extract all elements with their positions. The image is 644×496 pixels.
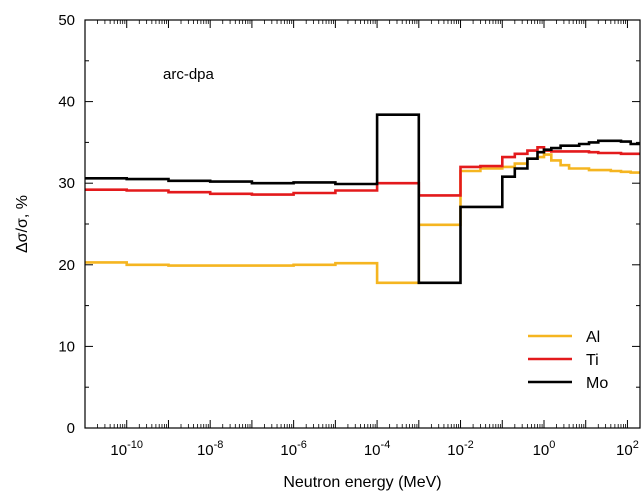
legend-label-mo: Mo (586, 375, 608, 392)
x-tick-label: 10-4 (364, 439, 390, 459)
y-tick-label: 30 (58, 175, 75, 192)
axis-ticks (84, 19, 640, 429)
series-line-mo (85, 113, 640, 285)
y-tick-label: 10 (58, 338, 75, 355)
x-tick-label: 10-2 (447, 439, 473, 459)
x-tick-label: 100 (533, 439, 556, 459)
y-axis-title: Δσ/σ, % (14, 195, 31, 253)
x-tick-labels: 10-10 10-8 10-6 10-4 10-2 100 102 (110, 439, 638, 459)
x-tick-label: 10-10 (110, 439, 143, 459)
y-tick-label: 20 (58, 257, 75, 274)
y-tick-label: 0 (67, 420, 75, 437)
legend: Al Ti Mo (528, 329, 608, 392)
legend-label-ti: Ti (586, 352, 599, 369)
y-tick-label: 40 (58, 94, 75, 111)
series-line-al (85, 153, 640, 285)
series-line-ti (85, 146, 640, 197)
x-tick-label: 10-8 (197, 439, 223, 459)
legend-label-al: Al (586, 329, 600, 346)
x-tick-label: 10-6 (280, 439, 306, 459)
plot-content (85, 113, 640, 285)
y-tick-labels: 0 10 20 30 40 50 (58, 12, 75, 437)
y-tick-label: 50 (58, 12, 75, 29)
x-axis-title: Neutron energy (MeV) (283, 474, 441, 491)
x-tick-label: 102 (616, 439, 639, 459)
chart-annotation: arc-dpa (163, 66, 215, 83)
